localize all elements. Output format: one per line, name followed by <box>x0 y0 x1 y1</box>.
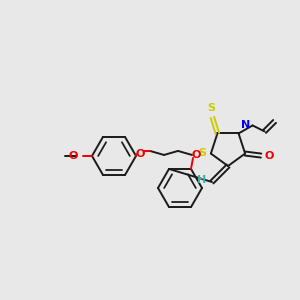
Text: H: H <box>197 175 206 185</box>
Text: O: O <box>191 150 201 160</box>
Text: S: S <box>207 103 215 113</box>
Text: O: O <box>264 151 274 160</box>
Text: N: N <box>241 120 250 130</box>
Text: O: O <box>135 149 145 159</box>
Text: O: O <box>69 151 78 161</box>
Text: S: S <box>198 148 206 158</box>
